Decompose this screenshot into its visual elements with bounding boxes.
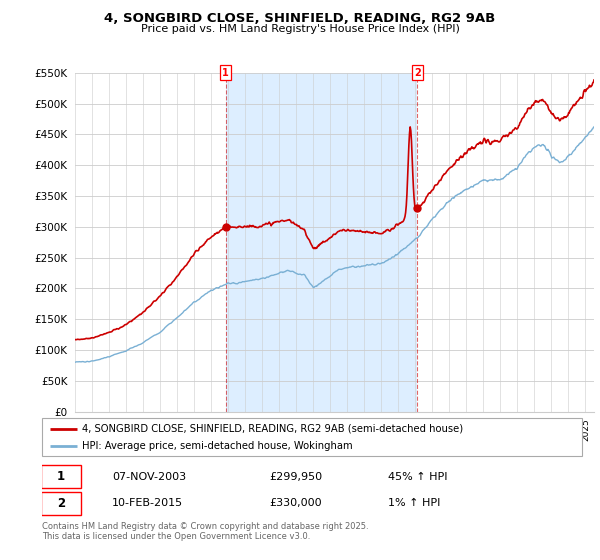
Text: 2: 2: [414, 68, 421, 78]
Text: 1: 1: [222, 68, 229, 78]
Text: 2: 2: [57, 497, 65, 510]
Bar: [226, 73, 418, 412]
Text: Price paid vs. HM Land Registry's House Price Index (HPI): Price paid vs. HM Land Registry's House …: [140, 24, 460, 34]
Text: 4, SONGBIRD CLOSE, SHINFIELD, READING, RG2 9AB (semi-detached house): 4, SONGBIRD CLOSE, SHINFIELD, READING, R…: [83, 423, 464, 433]
FancyBboxPatch shape: [41, 492, 82, 515]
Text: HPI: Average price, semi-detached house, Wokingham: HPI: Average price, semi-detached house,…: [83, 441, 353, 451]
Text: 1% ↑ HPI: 1% ↑ HPI: [388, 498, 440, 508]
Text: 1: 1: [57, 470, 65, 483]
Text: 4, SONGBIRD CLOSE, SHINFIELD, READING, RG2 9AB: 4, SONGBIRD CLOSE, SHINFIELD, READING, R…: [104, 12, 496, 25]
FancyBboxPatch shape: [41, 465, 82, 488]
FancyBboxPatch shape: [42, 418, 582, 456]
Text: 07-NOV-2003: 07-NOV-2003: [112, 472, 187, 482]
Text: £330,000: £330,000: [269, 498, 322, 508]
Text: 45% ↑ HPI: 45% ↑ HPI: [388, 472, 447, 482]
Text: 10-FEB-2015: 10-FEB-2015: [112, 498, 184, 508]
Text: £299,950: £299,950: [269, 472, 322, 482]
Text: Contains HM Land Registry data © Crown copyright and database right 2025.
This d: Contains HM Land Registry data © Crown c…: [42, 522, 368, 542]
